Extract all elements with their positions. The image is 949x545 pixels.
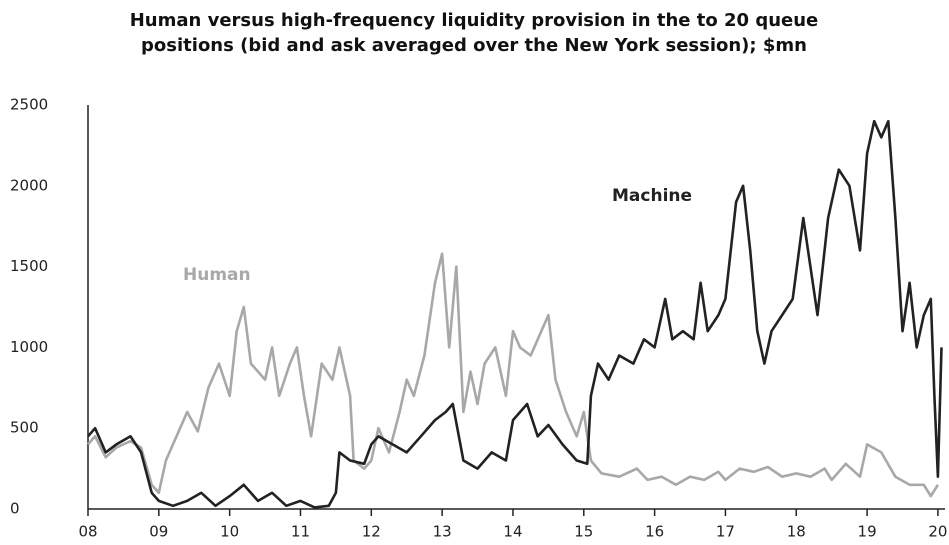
x-tick-label: 10 <box>220 523 239 541</box>
series-label: Machine <box>612 186 692 206</box>
y-tick-label: 1000 <box>10 338 48 356</box>
x-tick-label: 20 <box>928 523 947 541</box>
series-line <box>87 119 943 509</box>
series-label: Human <box>183 265 251 285</box>
x-tick-label: 09 <box>149 523 168 541</box>
y-tick-label: 2500 <box>10 96 48 114</box>
x-tick-label: 11 <box>291 523 310 541</box>
y-tick-label: 500 <box>10 419 39 437</box>
x-tick-label: 17 <box>716 523 735 541</box>
x-tick-label: 18 <box>787 523 806 541</box>
x-tick-label: 15 <box>574 523 593 541</box>
y-tick-label: 0 <box>10 500 20 518</box>
y-tick-label: 1500 <box>10 257 48 275</box>
x-tick-label: 08 <box>78 523 97 541</box>
x-tick-label: 16 <box>645 523 664 541</box>
chart-title: Human versus high-frequency liquidity pr… <box>129 10 819 56</box>
series-line <box>87 252 940 498</box>
x-tick-label: 14 <box>503 523 522 541</box>
y-tick-label: 2000 <box>10 176 48 194</box>
x-tick-label: 19 <box>858 523 877 541</box>
x-tick-label: 12 <box>362 523 381 541</box>
x-tick-label: 13 <box>433 523 452 541</box>
